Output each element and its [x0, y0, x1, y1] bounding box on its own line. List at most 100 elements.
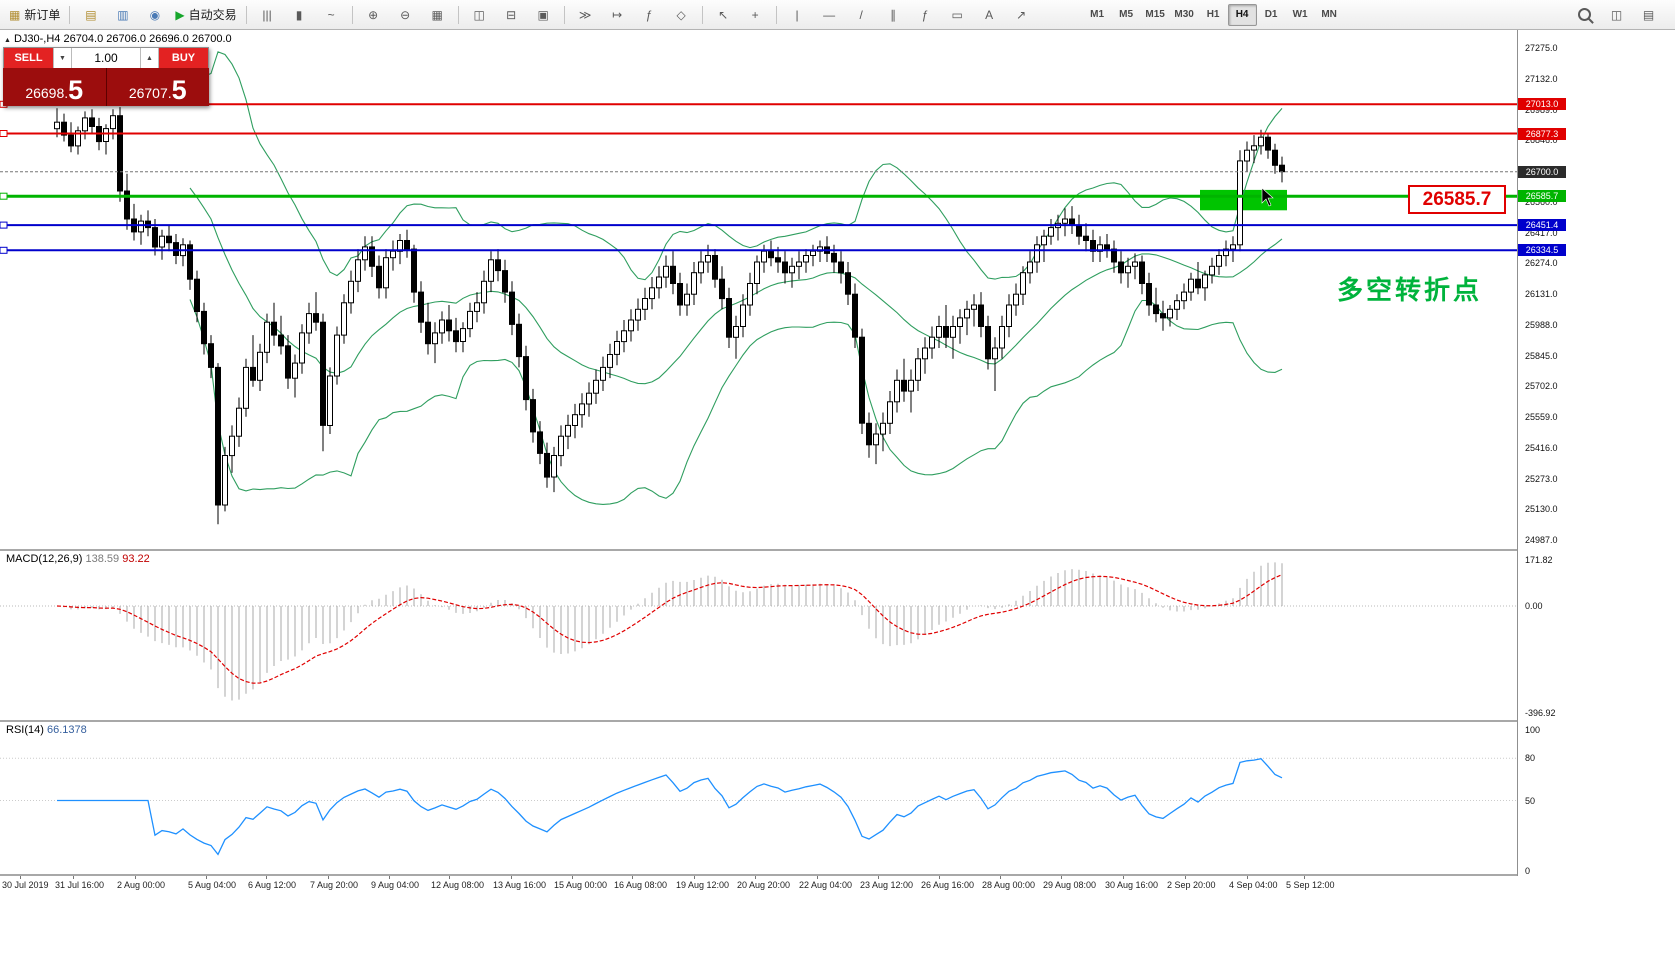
volume-decrease-button[interactable]: ▼	[53, 48, 72, 68]
arrange-windows-button[interactable]: ▣	[528, 3, 559, 27]
bb-upper-line	[189, 51, 1283, 281]
zoom-in-button[interactable]: ⊕	[358, 3, 389, 27]
crosshair-icon: +	[751, 7, 759, 22]
timeframe-m30-button[interactable]: M30	[1174, 9, 1194, 20]
sell-price-frac: 5	[68, 75, 84, 106]
templates-button[interactable]: ◇	[666, 3, 697, 27]
auto-scroll-button[interactable]: ≫	[570, 3, 601, 27]
time-tick	[135, 876, 136, 879]
grid-icon: ▦	[431, 7, 443, 22]
sell-button[interactable]: SELL	[4, 48, 53, 68]
toolbar-separator	[457, 5, 459, 24]
price-tag-26334.5: 26334.5	[1518, 244, 1566, 257]
toolbar-group-order: ▦ 新订单	[5, 3, 64, 27]
rsi-indicator-pane[interactable]	[0, 722, 1517, 874]
crosshair-button[interactable]: +	[740, 3, 771, 27]
macd-label: MACD(12,26,9) 138.59 93.22	[6, 553, 150, 565]
new-order-button[interactable]: ▦ 新订单	[5, 3, 64, 27]
time-axis-label: 22 Aug 04:00	[799, 880, 853, 890]
rsi-name: RSI(14)	[6, 724, 44, 736]
toolbar-group-pointer: ↖ +	[708, 3, 771, 27]
layouts-button[interactable]: ▤	[75, 3, 106, 27]
arrow-objects-button[interactable]: ↗	[1006, 3, 1037, 27]
candlestick-chart-button[interactable]: ▮	[284, 3, 315, 27]
profiles-button[interactable]: ▥	[107, 3, 138, 27]
cursor-icon: ↖	[718, 7, 729, 22]
sell-price-main: 26698.	[25, 85, 69, 101]
volume-input[interactable]: 1.00	[72, 48, 140, 68]
collapse-panel-icon[interactable]: ▲	[4, 37, 11, 44]
timeframe-m1-button[interactable]: M1	[1090, 9, 1105, 20]
price-axis[interactable]: 27275.027132.026989.026846.026703.026560…	[1517, 30, 1675, 876]
macd-name: MACD(12,26,9)	[6, 553, 83, 565]
auto-trading-button-label: 自动交易	[188, 8, 237, 22]
buy-button[interactable]: BUY	[159, 48, 208, 68]
pane-separator[interactable]	[0, 549, 1675, 551]
text-button[interactable]: A	[974, 3, 1005, 27]
time-tick	[939, 876, 940, 879]
macd-main-value: 138.59	[85, 553, 120, 565]
macd-indicator-pane[interactable]	[0, 551, 1517, 720]
tile-windows-button[interactable]: ◫	[464, 3, 495, 27]
chart-window: ▲ DJ30-,H4 26704.0 26706.0 26696.0 26700.…	[0, 30, 1675, 954]
price-axis-label: 26417.0	[1525, 227, 1558, 238]
time-tick	[878, 876, 879, 879]
arrange-windows-icon: ▣	[537, 7, 549, 22]
timeframe-d1-button[interactable]: D1	[1264, 9, 1278, 20]
timeframe-m15-button[interactable]: M15	[1145, 9, 1165, 20]
cascade-windows-button[interactable]: ⊟	[496, 3, 527, 27]
sell-price-button[interactable]: 26698. 5	[3, 68, 107, 106]
toolbar-group-panels: ▤ ▥ ◉ ▶ 自动交易	[75, 3, 240, 27]
chart-shift-button[interactable]: ↦	[602, 3, 633, 27]
time-axis-label: 6 Aug 12:00	[248, 880, 297, 890]
shapes-button[interactable]: ▭	[942, 3, 973, 27]
toolbar-group-chart-type: ||| ▮ ~	[252, 3, 347, 27]
grid-button[interactable]: ▦	[422, 3, 453, 27]
time-axis-label: 2 Aug 00:00	[117, 880, 166, 890]
time-tick	[328, 876, 329, 879]
fibonacci-button[interactable]: ƒ	[910, 3, 941, 27]
time-axis[interactable]: 30 Jul 2019 31 Jul 16:00 2 Aug 00:00 5 Aug …	[0, 876, 1517, 894]
time-axis-label: 16 Aug 08:00	[614, 880, 668, 890]
trendline-button[interactable]: /	[846, 3, 877, 27]
time-axis-label: 5 Sep 12:00	[1286, 880, 1335, 890]
line-chart-button[interactable]: ~	[316, 3, 347, 27]
indicators-button[interactable]: ƒ	[634, 3, 665, 27]
buy-price-button[interactable]: 26707. 5	[107, 68, 210, 106]
window-list-button[interactable]: ▤	[1633, 3, 1664, 27]
new-chart-button[interactable]: ◫	[1601, 3, 1632, 27]
zoom-out-button[interactable]: ⊖	[390, 3, 421, 27]
volume-increase-button[interactable]: ▲	[140, 48, 159, 68]
timeframe-h4-button[interactable]: H4	[1227, 3, 1257, 26]
bar-chart-button[interactable]: |||	[252, 3, 283, 27]
time-tick	[206, 876, 207, 879]
cursor-button[interactable]: ↖	[708, 3, 739, 27]
timeframe-w1-button[interactable]: W1	[1292, 9, 1308, 20]
new-order-icon: ▦	[9, 7, 21, 22]
horizontal-line-button[interactable]: —	[814, 3, 845, 27]
timeframe-h1-button[interactable]: H1	[1206, 9, 1220, 20]
search-button[interactable]	[1569, 3, 1600, 27]
buy-price-main: 26707.	[128, 85, 172, 101]
zoom-in-icon: ⊕	[368, 7, 379, 22]
toolbar-separator	[701, 5, 703, 24]
time-axis-label: 9 Aug 04:00	[371, 880, 420, 890]
auto-trading-button[interactable]: ▶ 自动交易	[171, 3, 240, 27]
zoom-out-icon: ⊖	[400, 7, 411, 22]
price-chart[interactable]	[0, 30, 1517, 549]
data-window-button[interactable]: ◉	[139, 3, 170, 27]
price-axis-label: 25845.0	[1525, 350, 1558, 361]
timeframe-mn-button[interactable]: MN	[1321, 9, 1337, 20]
cascade-windows-icon: ⊟	[506, 7, 517, 22]
vertical-line-button[interactable]: |	[782, 3, 813, 27]
pane-separator[interactable]	[0, 720, 1675, 722]
time-tick	[1304, 876, 1305, 879]
chart-shift-icon: ↦	[612, 7, 623, 22]
timeframe-m5-button[interactable]: M5	[1119, 9, 1134, 20]
time-tick	[511, 876, 512, 879]
indicators-icon: ƒ	[645, 7, 653, 22]
price-tag-26451.4: 26451.4	[1518, 219, 1566, 232]
time-axis-label: 29 Aug 08:00	[1043, 880, 1097, 890]
pane-separator[interactable]	[0, 874, 1675, 876]
channel-button[interactable]: ∥	[878, 3, 909, 27]
